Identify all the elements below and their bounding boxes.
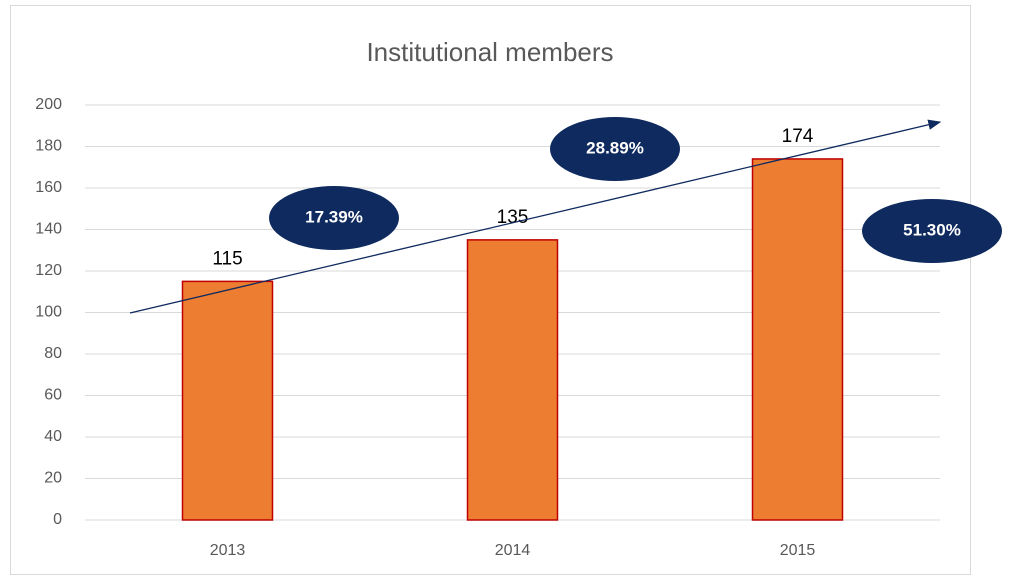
- annotation: 28.89%: [586, 138, 644, 157]
- bar: [751, 158, 844, 521]
- bar: [466, 239, 559, 521]
- y-tick-label: 120: [35, 262, 62, 279]
- trend-arrow: [129, 119, 942, 314]
- data-label: 174: [782, 126, 814, 147]
- y-tick-label: 160: [35, 179, 62, 196]
- y-tick-label: 60: [44, 387, 62, 404]
- data-label: 115: [212, 248, 242, 269]
- x-tick-label: 2014: [495, 542, 531, 559]
- annotation: 17.39%: [305, 207, 363, 226]
- y-tick-label: 40: [44, 428, 62, 445]
- data-label: 135: [497, 207, 529, 228]
- y-tick-label: 140: [35, 221, 62, 238]
- annotation-bubble: [862, 199, 1002, 263]
- y-tick-label: 200: [35, 96, 62, 113]
- chart-title: Institutional members: [366, 37, 613, 67]
- y-tick-label: 80: [44, 345, 62, 362]
- y-tick-label: 20: [44, 470, 62, 487]
- annotation-bubble: [550, 117, 680, 181]
- y-tick-label: 180: [35, 138, 62, 155]
- annotation-bubble: [269, 186, 399, 250]
- bar: [181, 280, 274, 521]
- x-tick-label: 2015: [780, 542, 816, 559]
- y-tick-label: 100: [35, 304, 62, 321]
- y-tick-label: 0: [53, 511, 62, 528]
- annotation: 51.30%: [903, 220, 961, 239]
- x-tick-label: 2013: [210, 542, 246, 559]
